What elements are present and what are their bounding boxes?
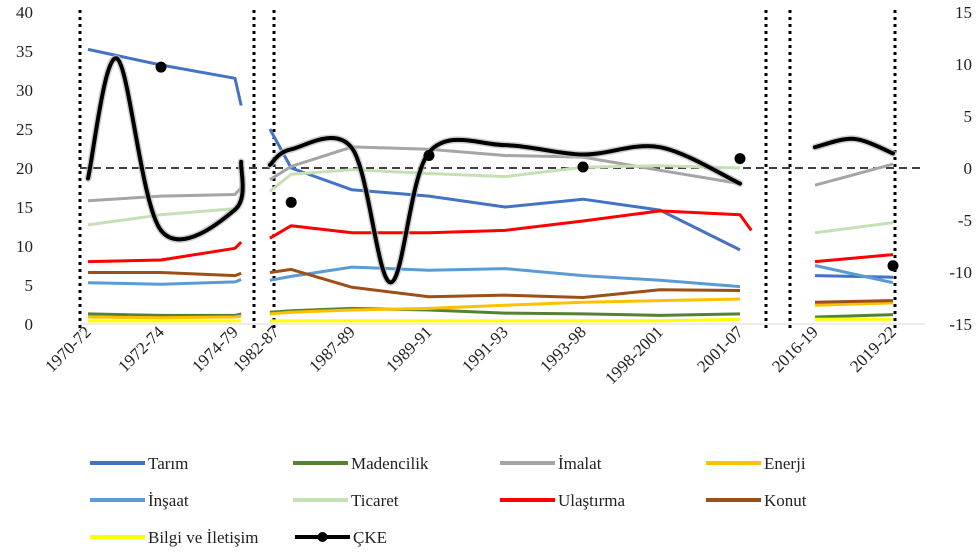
legend-swatch-marker bbox=[317, 532, 328, 542]
legend-label: İmalat bbox=[558, 454, 602, 473]
x-tick-label: 1991-93 bbox=[458, 322, 512, 376]
cke-point bbox=[155, 61, 167, 73]
series-5-line bbox=[814, 221, 894, 235]
y-left-tick-label: 40 bbox=[16, 3, 33, 22]
series-9-line bbox=[813, 136, 895, 156]
y-right-tick-label: 5 bbox=[964, 107, 973, 126]
x-tick-label: 2001-07 bbox=[693, 322, 747, 376]
series-3-line bbox=[87, 314, 242, 320]
x-tick-label: 1982-87 bbox=[229, 322, 283, 376]
series-9-line bbox=[267, 136, 742, 285]
series-6-line bbox=[814, 253, 894, 264]
legend-label: Tarım bbox=[148, 454, 188, 473]
series-0-line bbox=[268, 128, 741, 252]
series-4-line bbox=[87, 278, 242, 286]
legend-label: İnşaat bbox=[148, 491, 189, 510]
series-3-line bbox=[814, 301, 894, 307]
series-7-line bbox=[814, 299, 894, 304]
series-2-line bbox=[814, 162, 894, 187]
series-0-line bbox=[814, 274, 894, 279]
y-left-tick-label: 0 bbox=[25, 315, 34, 334]
y-left-tick-label: 15 bbox=[16, 198, 33, 217]
legend: Tarım Madencilik İmalat Enerji İnşaat Ticaret… bbox=[90, 454, 807, 547]
x-tick-label: 1989-91 bbox=[382, 322, 436, 376]
divider-lines bbox=[78, 10, 897, 328]
series-7-line bbox=[88, 271, 242, 278]
cke-point bbox=[577, 161, 589, 173]
series-3-line bbox=[269, 297, 741, 316]
y-right-tick-label: 10 bbox=[955, 55, 972, 74]
legend-label: Ticaret bbox=[351, 491, 399, 510]
cke-point bbox=[285, 196, 297, 208]
x-tick-label: 2019-22 bbox=[846, 322, 900, 376]
series-1-line bbox=[269, 306, 741, 317]
series-4-line bbox=[269, 265, 741, 289]
series-lines bbox=[84, 47, 897, 323]
series-9-line bbox=[86, 56, 245, 242]
legend-label: Ulaştırma bbox=[558, 491, 625, 510]
y-right-tick-label: -15 bbox=[949, 315, 972, 334]
series-7-line bbox=[269, 267, 741, 299]
legend-label: Enerji bbox=[764, 454, 806, 473]
cke-points bbox=[155, 61, 899, 272]
y-left-tick-label: 35 bbox=[16, 42, 33, 61]
x-tick-label: 1972-74 bbox=[114, 322, 168, 376]
x-tick-label: 1993-98 bbox=[536, 322, 590, 376]
series-6-line bbox=[87, 241, 243, 264]
x-tick-label: 2016-19 bbox=[768, 322, 822, 376]
series-2-line bbox=[87, 186, 243, 203]
x-tick-label: 1998-2001 bbox=[601, 322, 667, 388]
series-8-line bbox=[269, 317, 741, 323]
y-left-tick-label: 25 bbox=[16, 120, 33, 139]
legend-label: Bilgi ve İletişim bbox=[148, 528, 259, 547]
y-right-tick-label: -10 bbox=[949, 263, 972, 282]
series-4-line bbox=[814, 264, 894, 285]
y-left-tick-label: 20 bbox=[16, 159, 33, 178]
series-0-line bbox=[87, 47, 243, 106]
legend-label: Madencilik bbox=[351, 454, 429, 473]
legend-label: ÇKE bbox=[353, 528, 387, 547]
series-9-shadow bbox=[84, 55, 247, 243]
cke-point bbox=[423, 150, 435, 162]
cke-point bbox=[887, 260, 899, 272]
x-tick-label: 1987-89 bbox=[305, 322, 359, 376]
y-left-tick-label: 5 bbox=[25, 276, 34, 295]
y-right-tick-label: -5 bbox=[958, 211, 972, 230]
series-5-line bbox=[268, 164, 741, 193]
y-left-tick-label: 10 bbox=[16, 237, 33, 256]
x-tick-label: 1970-72 bbox=[41, 322, 95, 376]
y-left-tick-label: 30 bbox=[16, 81, 33, 100]
series-1-line bbox=[814, 313, 894, 319]
legend-label: Konut bbox=[764, 491, 807, 510]
y-right-tick-label: 0 bbox=[964, 159, 973, 178]
series-1-line bbox=[87, 312, 242, 317]
series-2-line bbox=[269, 145, 741, 186]
series-6-line bbox=[269, 209, 753, 240]
cke-point bbox=[734, 153, 746, 165]
y-right-tick-label: 15 bbox=[955, 3, 972, 22]
